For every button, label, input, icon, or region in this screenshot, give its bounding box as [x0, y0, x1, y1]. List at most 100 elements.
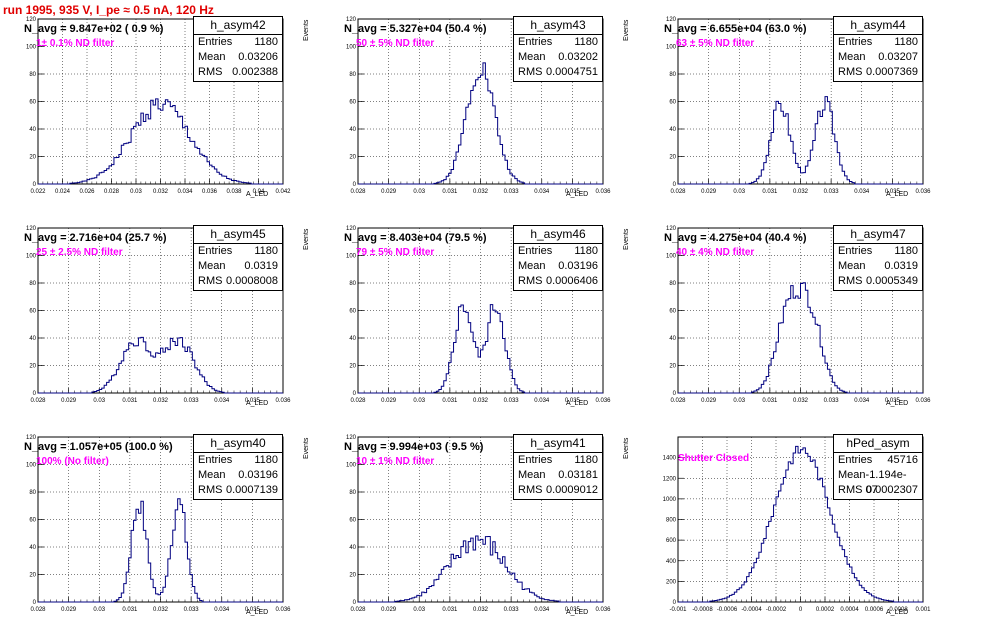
filter-label: Shutter Closed	[678, 453, 750, 464]
x-tick-label: 0.034	[214, 398, 230, 404]
stats-value: 0.0008008	[226, 275, 278, 287]
y-tick-label: 60	[349, 518, 356, 524]
y-tick-label: 100	[346, 254, 357, 260]
stats-box: h_asym41 Entries 1180 Mean 0.03181 RMS 0.00090…	[513, 434, 603, 500]
x-tick-label: 0.03	[93, 607, 105, 613]
x-axis-label: A_LED	[246, 609, 269, 616]
stats-label: Mean	[518, 260, 546, 272]
x-tick-label: -0.0008	[692, 607, 713, 613]
filter-label: 79 ± 5% ND filter	[356, 247, 435, 258]
y-axis-label: Events	[623, 228, 630, 250]
stats-label: Entries	[198, 36, 233, 48]
histogram-series	[358, 535, 603, 603]
stats-box: h_asym46 Entries 1180 Mean 0.03196 RMS 0.00064…	[513, 225, 603, 291]
y-tick-label: 80	[669, 281, 676, 287]
x-axis-label: A_LED	[886, 191, 909, 198]
x-tick-label: 0.024	[55, 189, 71, 195]
x-tick-label: 0.028	[350, 607, 366, 613]
x-tick-label: -0.0006	[717, 607, 738, 613]
histogram-panel-h_asym44: 0.028 0.029 0.03 0.031 0.032 0.033 0.034 0.035 0…	[623, 15, 968, 215]
y-tick-label: 40	[29, 336, 36, 342]
histogram-name: h_asym46	[514, 226, 602, 244]
y-tick-label: 600	[666, 538, 677, 544]
x-tick-label: 0.029	[61, 607, 77, 613]
y-tick-label: 1400	[663, 456, 677, 462]
x-tick-label: 0.033	[824, 189, 840, 195]
y-tick-label: 120	[346, 435, 357, 441]
x-tick-label: 0.034	[534, 398, 550, 404]
stats-value: 0.0004751	[546, 66, 598, 78]
x-tick-label: 0.031	[442, 398, 458, 404]
x-axis-label: A_LED	[886, 400, 909, 407]
stats-box: h_asym45 Entries 1180 Mean 0.0319 RMS 0.000800…	[193, 225, 283, 291]
x-tick-label: 0.032	[793, 398, 809, 404]
histogram-series	[678, 282, 923, 394]
x-tick-label: 0.033	[824, 398, 840, 404]
y-tick-label: 80	[349, 72, 356, 78]
stats-value: 0.03181	[558, 469, 598, 481]
stats-label: Mean	[198, 51, 226, 63]
histogram-series	[358, 62, 603, 185]
stats-value: 45716	[887, 454, 918, 466]
stats-row-rms: RMS 0.0007139	[194, 483, 282, 498]
x-tick-label: 0.032	[473, 607, 489, 613]
stats-value: 0.03196	[238, 469, 278, 481]
y-tick-label: 40	[669, 127, 676, 133]
x-tick-label: 0.001	[915, 607, 931, 613]
filter-label: 50 ± 5% ND filter	[356, 38, 435, 49]
stats-row-entries: Entries 1180	[834, 35, 922, 50]
stats-value: 1180	[574, 36, 598, 48]
x-tick-label: 0.032	[473, 398, 489, 404]
x-tick-label: 0.028	[350, 189, 366, 195]
histogram-name: hPed_asym	[834, 435, 922, 453]
stats-value: 0.0005349	[866, 275, 918, 287]
x-tick-label: 0.028	[104, 189, 120, 195]
stats-row-mean: Mean 0.03202	[514, 50, 602, 65]
histogram-series	[38, 498, 283, 603]
x-tick-label: 0.0008	[889, 607, 908, 613]
stats-row-mean: Mean -1.194e-07	[834, 468, 922, 496]
x-tick-label: 0.028	[30, 398, 46, 404]
filter-label: 25 ± 2.5% ND filter	[36, 247, 123, 258]
stats-row-entries: Entries 45716	[834, 453, 922, 468]
stats-row-mean: Mean 0.03207	[834, 50, 922, 65]
stats-label: Entries	[198, 245, 233, 257]
stats-value: 0.03207	[878, 51, 918, 63]
x-tick-label: 0.031	[762, 398, 778, 404]
stats-value: 0.0007369	[866, 66, 918, 78]
x-tick-label: 0.035	[885, 398, 901, 404]
stats-label: Entries	[518, 36, 553, 48]
stats-row-entries: Entries 1180	[514, 453, 602, 468]
stats-row-mean: Mean 0.03196	[194, 468, 282, 483]
stats-label: RMS	[838, 275, 863, 287]
x-tick-label: 0.029	[381, 398, 397, 404]
stats-label: Mean	[518, 469, 546, 481]
y-tick-label: 60	[669, 309, 676, 315]
histogram-panel-hPed_asym: -0.001 -0.0008 -0.0006 -0.0004 -0.0002 0 0.000…	[623, 433, 968, 633]
x-axis-label: A_LED	[566, 400, 589, 407]
stats-label: Mean	[518, 51, 546, 63]
x-tick-label: 0.031	[442, 607, 458, 613]
stats-label: RMS	[198, 484, 223, 496]
x-tick-label: 0.04	[253, 189, 265, 195]
y-tick-label: 80	[29, 490, 36, 496]
x-tick-label: 0.036	[915, 189, 931, 195]
histogram-panel-h_asym40: 0.028 0.029 0.03 0.031 0.032 0.033 0.034 0.035 0…	[8, 433, 328, 633]
y-axis-label: Events	[303, 437, 310, 459]
x-axis-label: A_LED	[566, 191, 589, 198]
stats-row-rms: RMS 0.0007369	[834, 65, 922, 80]
histogram-series	[678, 445, 923, 603]
stats-value: 1180	[574, 454, 598, 466]
x-tick-label: 0.03	[413, 398, 425, 404]
y-tick-label: 0	[353, 391, 357, 397]
y-axis-label: Events	[303, 19, 310, 41]
stats-label: Entries	[838, 245, 873, 257]
stats-label: Entries	[838, 36, 873, 48]
stats-value: 0.0319	[884, 260, 918, 272]
x-tick-label: 0.036	[595, 607, 611, 613]
y-tick-label: 80	[29, 72, 36, 78]
histogram-panel-h_asym42: 0.022 0.024 0.026 0.028 0.03 0.032 0.034 0.036 0…	[8, 15, 328, 215]
x-tick-label: 0.03	[93, 398, 105, 404]
filter-label: 100% (No filter)	[36, 456, 109, 467]
stats-row-entries: Entries 1180	[194, 35, 282, 50]
